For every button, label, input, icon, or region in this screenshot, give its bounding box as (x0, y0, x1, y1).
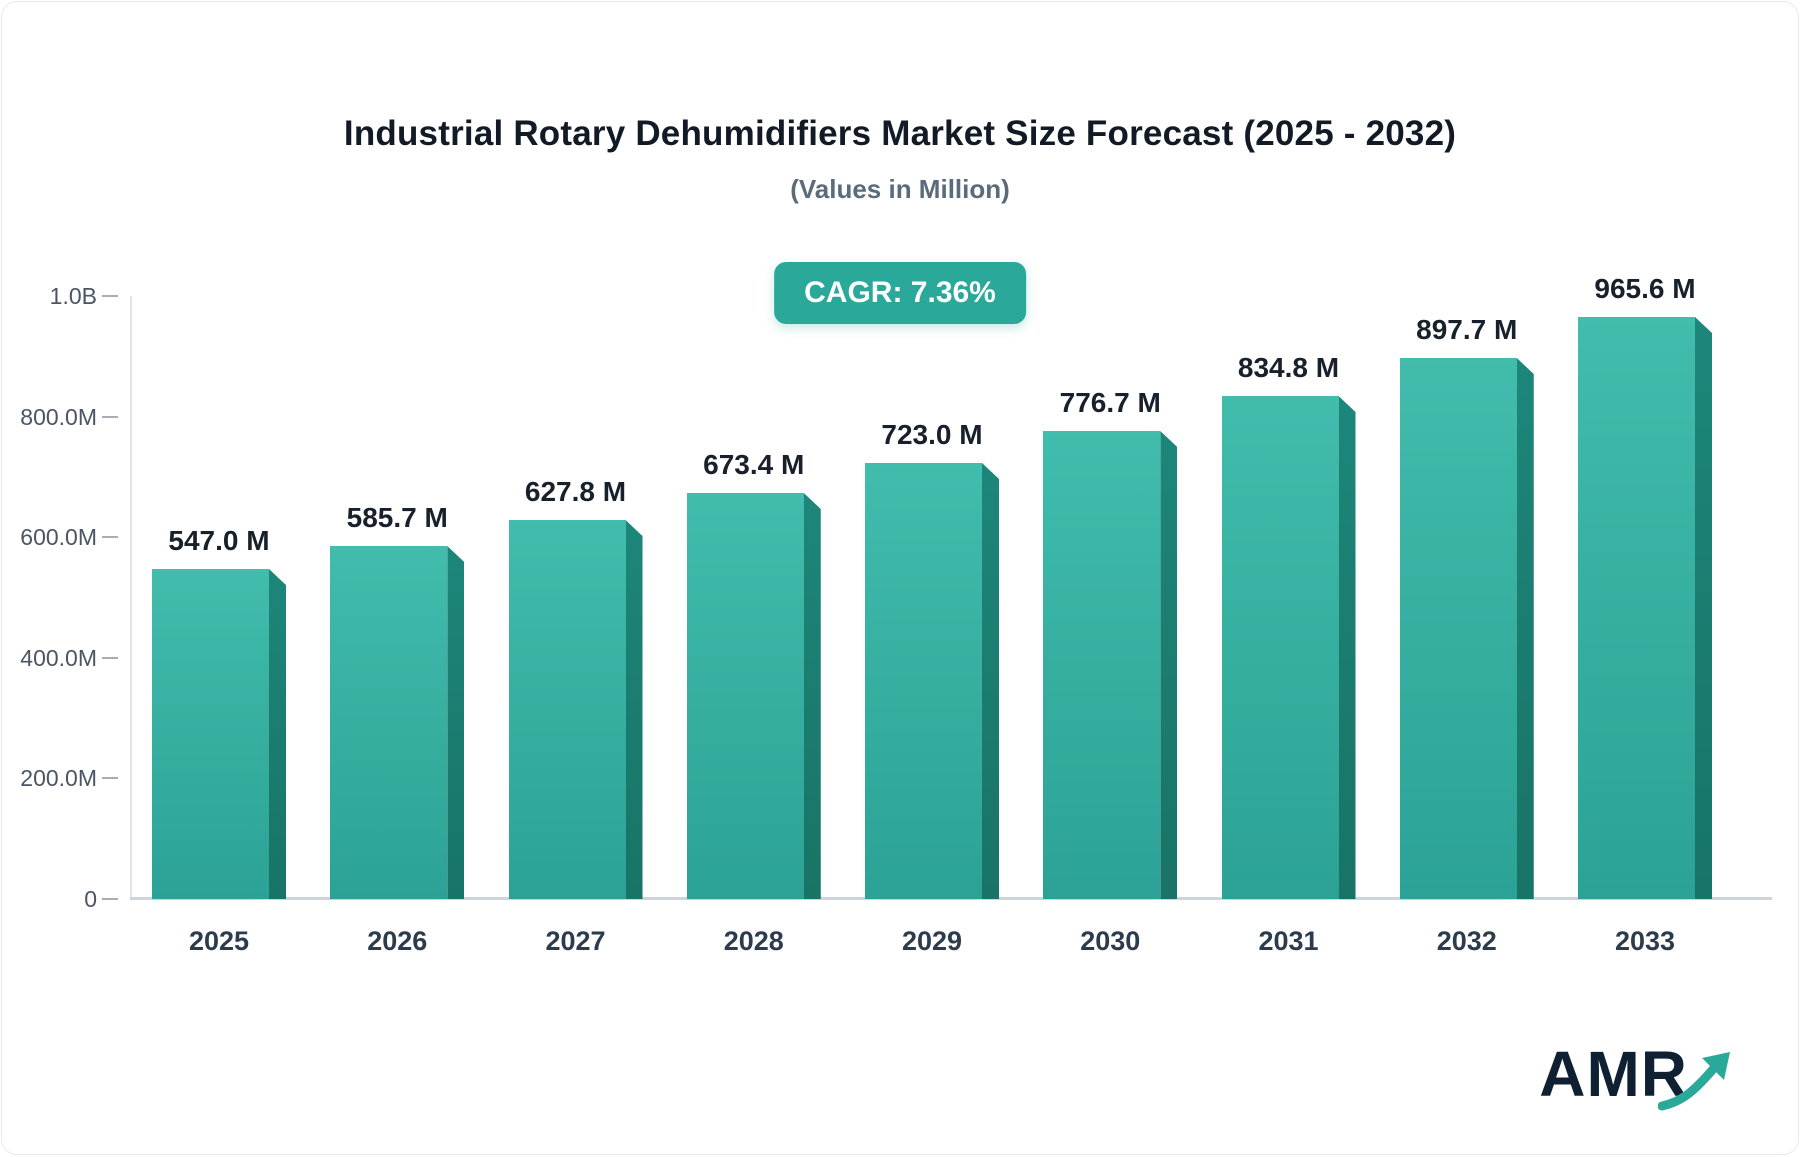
y-tick-label-0: 0 (84, 886, 97, 912)
bar-2029 (865, 463, 999, 899)
brand-logo-text: AMR (1539, 1038, 1688, 1110)
bar-value-label-2031: 834.8 M (1237, 352, 1340, 383)
bar-value-label-2032: 897.7 M (1416, 314, 1518, 345)
bar-group-2026: 585.7 M 2026 (330, 296, 465, 956)
bar-2033 (1578, 317, 1712, 899)
bar-2027 (508, 520, 643, 899)
bar-2031 (1221, 396, 1356, 899)
x-axis-label-2031: 2031 (1258, 926, 1319, 956)
bar-face (1043, 431, 1161, 899)
y-tick-mark (102, 898, 118, 900)
y-axis-line (130, 296, 132, 899)
bar-side-shade (269, 569, 286, 899)
bar-group-2033: 965.6 M 2033 (1578, 273, 1712, 956)
bar-value-label-2025: 547.0 M (168, 525, 270, 556)
bar-side-shade (1695, 317, 1712, 899)
bar-face (152, 569, 269, 899)
bar-face (330, 546, 448, 899)
bar-face (1399, 358, 1517, 899)
bar-group-2030: 776.7 M 2030 (1043, 296, 1178, 956)
y-tick-mark (102, 777, 118, 780)
growth-arrow-icon (1658, 1052, 1730, 1111)
y-tick-label-600.0M: 600.0M (20, 524, 97, 551)
y-tick-mark (102, 295, 118, 297)
bar-group-2031: 834.8 M 2031 (1221, 296, 1356, 956)
x-axis-label-2029: 2029 (901, 926, 963, 956)
bar-group-2029: 723.0 M 2029 (865, 296, 999, 956)
y-tick-label-200.0M: 200.0M (20, 765, 97, 792)
y-tick-mark (102, 536, 118, 539)
bar-side-shade (1516, 358, 1534, 899)
bar-face (686, 493, 804, 899)
y-axis: 1.0B 800.0M 600.0M 400.0M 200.0M 0 (2, 283, 132, 912)
cagr-badge: CAGR: 7.36% (774, 262, 1026, 324)
x-axis-label-2033: 2033 (1614, 926, 1676, 956)
x-axis-label-2028: 2028 (723, 926, 784, 956)
bar-2026 (330, 546, 465, 899)
bar-value-label-2027: 627.8 M (524, 476, 627, 507)
bar-value-label-2030: 776.7 M (1059, 387, 1161, 418)
chart-title: Industrial Rotary Dehumidifiers Market S… (343, 114, 1457, 153)
y-tick-label-1.0B: 1.0B (49, 283, 97, 309)
chart-area: 1.0B 800.0M 600.0M 400.0M 200.0M 0 547.0 M 202… (2, 273, 1798, 996)
bar-value-label-2033: 965.6 M (1594, 273, 1696, 304)
bar-value-label-2028: 673.4 M (703, 449, 805, 480)
y-tick-label-800.0M: 800.0M (20, 403, 97, 430)
bar-group-2027: 627.8 M 2027 (508, 296, 643, 956)
bar-2025 (152, 569, 286, 899)
bar-face (1221, 396, 1339, 899)
bar-2032 (1399, 358, 1534, 899)
brand-logo: AMR (1539, 1036, 1736, 1112)
bar-2030 (1043, 431, 1178, 899)
bar-side-shade (1338, 396, 1356, 899)
bar-2028 (686, 493, 821, 899)
x-axis-label-2030: 2030 (1080, 926, 1141, 956)
bar-face (865, 463, 982, 899)
bar-face (508, 520, 626, 899)
x-axis-label-2032: 2032 (1436, 926, 1497, 956)
bar-value-label-2026: 585.7 M (346, 502, 448, 533)
bar-face (1578, 317, 1695, 899)
bar-side-shade (982, 463, 999, 899)
plot-area: 547.0 M 2025 585.7 M 2026 627.8 M 2027 673.4 M… (152, 273, 1712, 956)
x-axis-label-2025: 2025 (188, 926, 250, 956)
bar-side-shade (625, 520, 643, 899)
bar-group-2032: 897.7 M 2032 (1399, 296, 1534, 956)
x-axis-label-2027: 2027 (545, 926, 606, 956)
bar-group-2028: 673.4 M 2028 (686, 296, 821, 956)
bar-side-shade (447, 546, 465, 899)
x-axis-label-2026: 2026 (367, 926, 428, 956)
bar-side-shade (803, 493, 821, 899)
bar-side-shade (1160, 431, 1178, 899)
bar-group-2025: 547.0 M 2025 (152, 296, 286, 956)
y-tick-mark (102, 656, 118, 659)
y-tick-label-400.0M: 400.0M (20, 644, 97, 671)
chart-subtitle: (Values in Million) (790, 174, 1010, 204)
bar-value-label-2029: 723.0 M (881, 419, 983, 450)
y-tick-mark (102, 415, 118, 418)
